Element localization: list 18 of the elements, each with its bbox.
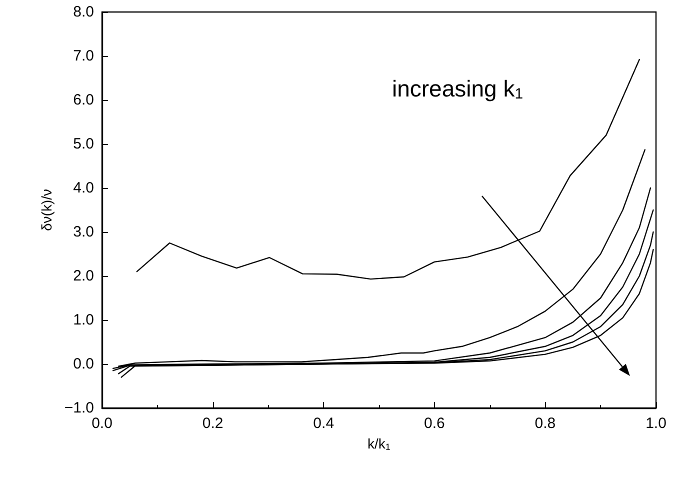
x-axis-title: k/k1: [368, 436, 390, 452]
x-tick-label: 0.6: [424, 415, 445, 432]
x-tick-label: 0.4: [313, 415, 334, 432]
y-tick-label: 2.0: [73, 268, 94, 284]
x-tick-label: 1.0: [646, 415, 666, 432]
y-tick-label: 7.0: [73, 48, 94, 64]
y-tick-label: 1.0: [73, 312, 94, 328]
x-tick-label: 0.0: [92, 415, 112, 432]
y-tick-label: 5.0: [73, 136, 94, 152]
y-tick-label: −1.0: [64, 400, 94, 416]
y-tick-label: 3.0: [73, 224, 94, 240]
y-axis-title: δν(k)/ν: [38, 188, 54, 232]
x-tick-label: 0.8: [534, 415, 556, 432]
y-tick-label: 0.0: [73, 356, 94, 372]
x-tick-label: 0.2: [202, 415, 224, 432]
y-tick-label: 6.0: [73, 92, 94, 108]
y-tick-label: 8.0: [73, 4, 94, 20]
y-tick-label: 4.0: [73, 180, 94, 196]
